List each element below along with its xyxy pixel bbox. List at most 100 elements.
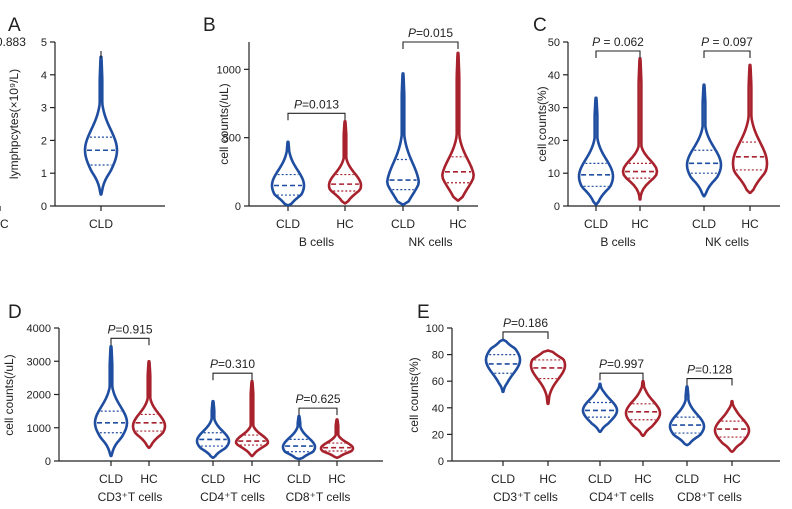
significance-bracket (212, 372, 253, 381)
violin-cld (270, 140, 306, 207)
violin-hc (621, 57, 659, 201)
significance-bracket (686, 377, 733, 386)
x-tick-label: HC (723, 472, 741, 486)
y-tick-label: 500 (223, 133, 241, 145)
y-tick-label: 3 (41, 103, 47, 115)
violin-cld (581, 382, 619, 434)
y-axis-label: cell counts(/uL) (217, 83, 231, 164)
y-tick-label: 4 (41, 70, 47, 82)
y-tick-label: 3000 (27, 356, 51, 368)
p-value-label: P = 0.883 (0, 35, 26, 49)
x-tick-label: CLD (584, 217, 608, 231)
y-tick-label: 0 (438, 456, 444, 468)
panel-e: E 0 20 40 60 80 100 cell counts(%) CLD HC CLD HC CLD… (407, 302, 780, 504)
y-tick-label: 5 (41, 37, 47, 49)
x-tick-label: CLD (99, 472, 123, 486)
group-label: NK cells (408, 235, 452, 249)
violin-hc (327, 119, 363, 205)
group-label: CD3⁺T cells (98, 490, 163, 504)
x-tick-label: HC (0, 217, 9, 231)
violin-hc (319, 418, 355, 459)
y-axis-label: lymphpcytes(×10⁹/L) (7, 69, 21, 179)
panel-letter: D (8, 302, 22, 323)
p-value-label: P=0.997 (599, 357, 644, 371)
y-axis-label: cell counts(%) (535, 86, 549, 161)
y-tick-label: 80 (432, 350, 444, 362)
x-tick-label: CLD (391, 217, 415, 231)
x-tick-label: HC (140, 472, 158, 486)
violin-cld (281, 414, 317, 461)
y-tick-label: 40 (432, 403, 444, 415)
violin-hc (441, 51, 475, 202)
y-tick-label: 2000 (27, 390, 51, 402)
significance-bracket (595, 50, 641, 58)
group-label: B cells (299, 235, 334, 249)
violin-cld (195, 399, 231, 459)
p-value-label: P=0.128 (687, 363, 732, 377)
panel-c: C 0 10 20 30 40 50 cell counts(%) CLD HC CLD HC B ce… (533, 15, 780, 249)
violin-cld (685, 83, 723, 198)
x-tick-label: HC (539, 472, 557, 486)
p-value-label: P=0.015 (408, 26, 453, 40)
group-label: CD8⁺T cells (677, 490, 742, 504)
group-label: B cells (600, 235, 635, 249)
panel-letter: B (203, 15, 216, 36)
x-tick-label: CLD (201, 472, 225, 486)
violin-hc (529, 349, 567, 406)
violin-cld (668, 385, 706, 447)
y-tick-label: 1000 (217, 64, 241, 76)
y-tick-label: 10 (548, 168, 560, 180)
x-tick-label: CLD (89, 217, 113, 231)
p-value-label: P=0.625 (295, 392, 340, 406)
significance-bracket (287, 112, 346, 121)
violin-cld (577, 96, 615, 206)
violin-cld (484, 338, 522, 394)
p-value-label: P = 0.097 (701, 35, 753, 49)
panel-letter: A (8, 15, 21, 36)
violin-hc (234, 379, 270, 458)
significance-bracket (502, 331, 549, 339)
x-tick-label: HC (449, 217, 467, 231)
y-axis-label: cell counts(/uL) (2, 354, 16, 435)
y-tick-label: 60 (432, 376, 444, 388)
panel-letter: C (533, 15, 547, 36)
significance-bracket (110, 337, 150, 346)
violin-hc (624, 379, 662, 438)
y-tick-label: 0 (554, 201, 560, 213)
x-tick-label: HC (741, 217, 759, 231)
group-label: CD4⁺T cells (200, 490, 265, 504)
x-tick-label: HC (631, 217, 649, 231)
violin-cld (93, 344, 129, 458)
group-label: CD3⁺T cells (493, 490, 558, 504)
p-value-label: P=0.013 (294, 97, 339, 111)
p-value-label: P=0.310 (210, 357, 255, 371)
x-tick-label: CLD (287, 472, 311, 486)
significance-bracket (298, 407, 338, 416)
y-tick-label: 40 (548, 70, 560, 82)
y-tick-label: 50 (548, 37, 560, 49)
y-tick-label: 4000 (27, 323, 51, 335)
y-tick-label: 1 (41, 168, 47, 180)
significance-bracket (402, 41, 459, 49)
violin-hc (713, 399, 751, 453)
violin-cld (385, 72, 421, 206)
significance-bracket (599, 372, 644, 381)
violin-hc (131, 359, 167, 449)
x-tick-label: CLD (588, 472, 612, 486)
y-tick-label: 100 (426, 323, 444, 335)
x-tick-label: HC (328, 472, 346, 486)
panel-a: A 0 1 2 3 4 5 lymphpcytes(×10⁹/L) CLD HC P = 0.883 (0, 15, 165, 231)
group-label: NK cells (705, 235, 749, 249)
violin-cld (83, 55, 119, 196)
significance-bracket (703, 50, 751, 58)
x-tick-label: CLD (692, 217, 716, 231)
x-tick-label: CLD (675, 472, 699, 486)
p-value-label: P = 0.062 (592, 35, 644, 49)
x-tick-label: CLD (491, 472, 515, 486)
y-tick-label: 30 (548, 103, 560, 115)
y-tick-label: 2 (41, 135, 47, 147)
x-tick-label: HC (634, 472, 652, 486)
y-tick-label: 1000 (27, 423, 51, 435)
violin-hc (731, 63, 769, 195)
